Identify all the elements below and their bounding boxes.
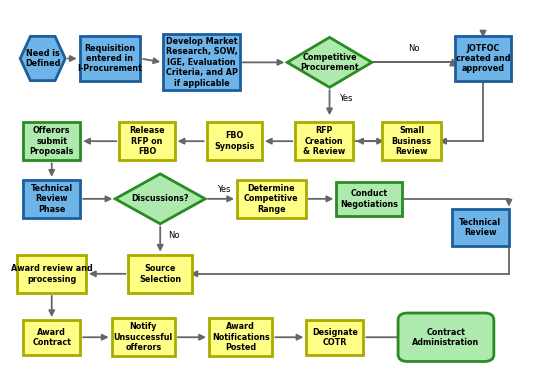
Text: Competitive
Procurement: Competitive Procurement — [300, 53, 359, 72]
FancyBboxPatch shape — [295, 122, 354, 160]
Text: Award
Contract: Award Contract — [32, 328, 71, 347]
Polygon shape — [115, 174, 205, 224]
Text: Need is
Defined: Need is Defined — [25, 49, 60, 68]
Text: Award
Notifications
Posted: Award Notifications Posted — [212, 323, 269, 352]
Text: Requisition
entered in
I-Procurement: Requisition entered in I-Procurement — [77, 44, 143, 73]
FancyBboxPatch shape — [306, 320, 363, 355]
Text: Yes: Yes — [339, 94, 352, 103]
FancyBboxPatch shape — [23, 180, 81, 218]
Text: Award review and
processing: Award review and processing — [11, 264, 92, 284]
FancyBboxPatch shape — [398, 313, 494, 362]
Polygon shape — [287, 37, 372, 87]
Text: Notify
Unsuccessful
offerors: Notify Unsuccessful offerors — [114, 323, 173, 352]
Text: RFP
Creation
& Review: RFP Creation & Review — [303, 126, 345, 156]
FancyBboxPatch shape — [382, 122, 441, 160]
FancyBboxPatch shape — [119, 122, 175, 160]
FancyBboxPatch shape — [23, 122, 81, 160]
FancyBboxPatch shape — [23, 320, 81, 355]
FancyBboxPatch shape — [455, 36, 511, 81]
Text: Technical
Review
Phase: Technical Review Phase — [30, 184, 73, 214]
Text: Technical
Review: Technical Review — [459, 218, 502, 238]
Text: No: No — [408, 44, 419, 53]
Text: Designate
COTR: Designate COTR — [312, 328, 358, 347]
Text: No: No — [168, 231, 179, 240]
FancyBboxPatch shape — [79, 36, 140, 81]
FancyBboxPatch shape — [163, 34, 240, 90]
FancyBboxPatch shape — [112, 318, 175, 356]
FancyBboxPatch shape — [237, 180, 306, 218]
FancyBboxPatch shape — [452, 209, 509, 246]
FancyBboxPatch shape — [209, 318, 273, 356]
Text: Conduct
Negotiations: Conduct Negotiations — [340, 189, 398, 209]
Text: Contract
Administration: Contract Administration — [412, 328, 480, 347]
Text: Small
Business
Review: Small Business Review — [392, 126, 431, 156]
Text: Develop Market
Research, SOW,
IGE, Evaluation
Criteria, and AP
if applicable: Develop Market Research, SOW, IGE, Evalu… — [165, 37, 237, 88]
FancyBboxPatch shape — [128, 255, 192, 293]
Text: FBO
Synopsis: FBO Synopsis — [214, 131, 255, 151]
FancyBboxPatch shape — [17, 255, 86, 293]
Text: Source
Selection: Source Selection — [139, 264, 181, 284]
Polygon shape — [20, 36, 65, 81]
Text: Offerors
submit
Proposals: Offerors submit Proposals — [29, 126, 74, 156]
Text: JOTFOC
created and
approved: JOTFOC created and approved — [456, 44, 510, 73]
FancyBboxPatch shape — [207, 122, 262, 160]
FancyBboxPatch shape — [336, 181, 403, 216]
Text: Release
RFP on
FBO: Release RFP on FBO — [129, 126, 165, 156]
Text: Determine
Competitive
Range: Determine Competitive Range — [244, 184, 299, 214]
Text: Discussions?: Discussions? — [132, 194, 189, 203]
Text: Yes: Yes — [217, 185, 231, 194]
